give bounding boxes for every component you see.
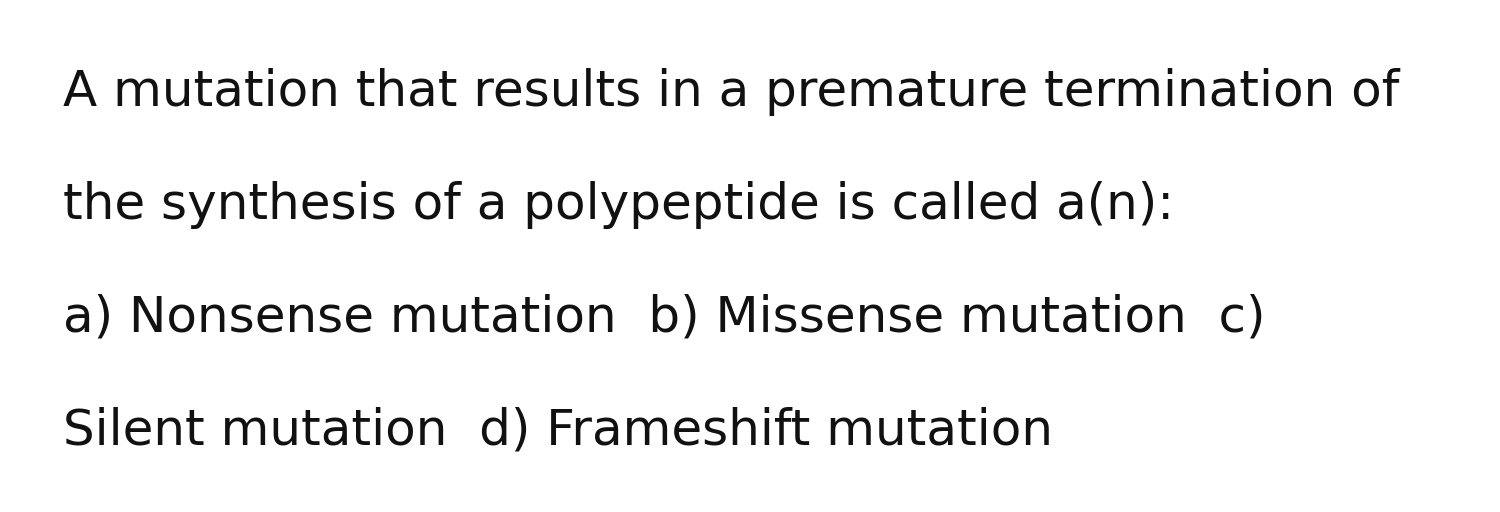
Text: A mutation that results in a premature termination of: A mutation that results in a premature t… [63,68,1400,116]
Text: Silent mutation  d) Frameshift mutation: Silent mutation d) Frameshift mutation [63,406,1053,454]
Text: the synthesis of a polypeptide is called a(n):: the synthesis of a polypeptide is called… [63,181,1174,229]
Text: a) Nonsense mutation  b) Missense mutation  c): a) Nonsense mutation b) Missense mutatio… [63,293,1266,342]
